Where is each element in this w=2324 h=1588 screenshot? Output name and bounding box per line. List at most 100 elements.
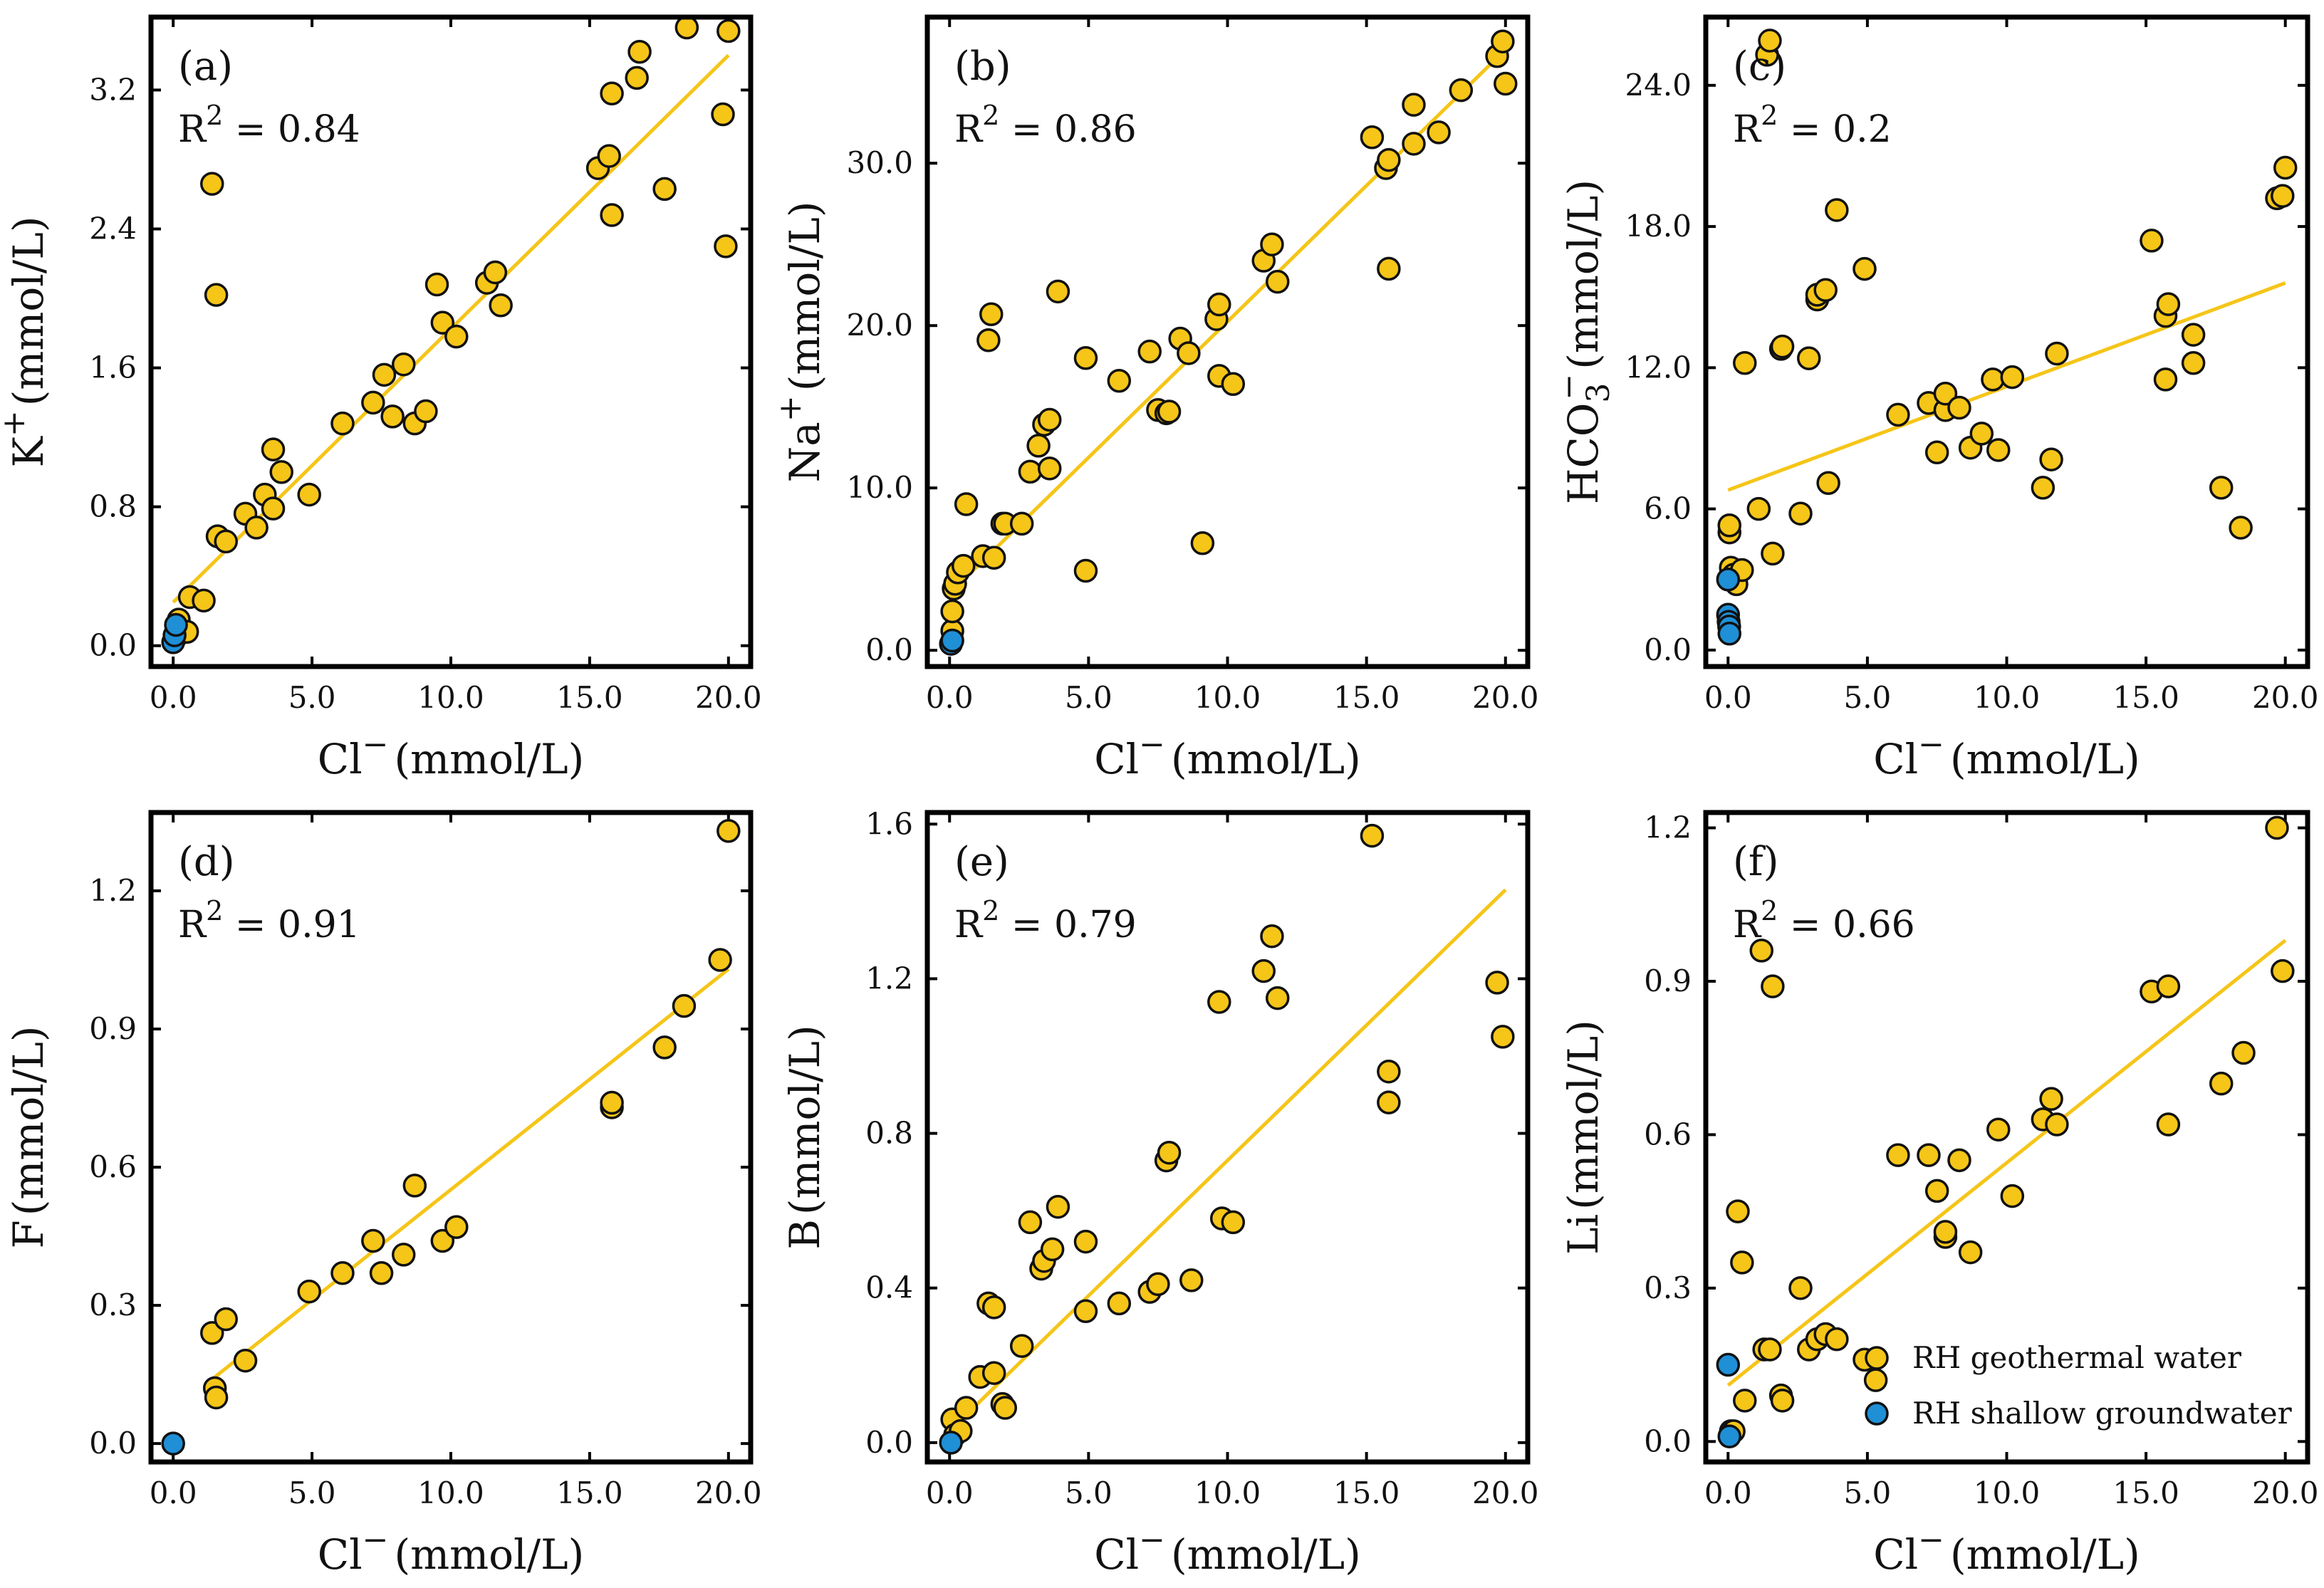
geothermal-point	[1190, 531, 1215, 555]
y-tick-label: 0.0	[1644, 1424, 1692, 1458]
y-tick-label: 0.0	[1644, 632, 1692, 667]
geothermal-point	[1796, 346, 1821, 370]
x-axis-label: Cl− (mmol/L)	[1094, 1522, 1361, 1579]
geothermal-point	[1947, 1148, 1971, 1173]
y-axis-label: B(mmol/L)	[781, 1025, 829, 1249]
geothermal-point	[1107, 368, 1132, 393]
geothermal-point	[1040, 1237, 1065, 1262]
y-tick-label: 2.4	[89, 211, 137, 246]
legend-marker	[1865, 1346, 1889, 1370]
legend: RH geothermal water RH shallow groundwate…	[1865, 1340, 2293, 1431]
geothermal-point	[2153, 367, 2178, 392]
x-tick-label: 10.0	[417, 680, 484, 715]
y-tick-label: 1.2	[89, 873, 137, 908]
geothermal-point	[1788, 1276, 1813, 1300]
y-axis-label: Na+(mmol/L)	[772, 202, 829, 483]
shallow-groundwater-point	[1717, 1424, 1742, 1448]
geothermal-point	[1221, 372, 1246, 397]
geothermal-point	[2273, 155, 2298, 180]
x-tick-label: 20.0	[1472, 1475, 1539, 1510]
geothermal-point	[1137, 339, 1162, 364]
panel-d: 0.0 5.0 10.0 15.0 20.0 0.0 0.3 0.6 0.9 1.2 (d) R2 =…	[4, 810, 762, 1579]
geothermal-point	[1816, 471, 1840, 496]
shallow-groundwater-point	[939, 1431, 963, 1455]
x-tick-label: 15.0	[2112, 680, 2179, 715]
geothermal-point	[708, 948, 732, 972]
x-axis-label: Cl− (mmol/L)	[1094, 726, 1361, 783]
geothermal-point	[1730, 1250, 1754, 1275]
x-tick-label: 20.0	[2252, 680, 2319, 715]
axes-frame	[1703, 810, 2310, 1465]
geothermal-point	[1761, 974, 1785, 998]
geothermal-point	[380, 404, 405, 429]
geothermal-point	[1770, 1389, 1795, 1413]
geothermal-point	[1825, 198, 1849, 222]
y-tick-label: 0.8	[89, 489, 137, 524]
geothermal-point	[1933, 381, 1958, 406]
r-squared-label: R2 = 0.2	[1733, 100, 1892, 151]
panel-e: 0.0 5.0 10.0 15.0 20.0 0.0 0.4 0.8 1.2 1.6 (e) R2 =…	[781, 806, 1539, 1579]
x-tick-label: 0.0	[150, 680, 197, 715]
geothermal-point	[1207, 990, 1231, 1014]
panel-f: 0.0 5.0 10.0 15.0 20.0 0.0 0.3 0.6 0.9 1.2 (f) R2 =…	[1559, 810, 2318, 1579]
y-tick-label: 0.0	[89, 628, 137, 663]
y-tick-label: 0.3	[89, 1287, 137, 1322]
x-tick-label: 10.0	[1974, 680, 2041, 715]
geothermal-point	[1266, 269, 1290, 294]
x-tick-label: 15.0	[1333, 1475, 1400, 1510]
geothermal-point	[372, 362, 397, 387]
y-tick-label: 1.2	[865, 961, 913, 996]
geothermal-point	[1924, 1179, 1949, 1203]
x-axis-label: Cl− (mmol/L)	[1873, 726, 2140, 783]
geothermal-point	[1009, 1334, 1034, 1358]
geothermal-point	[976, 328, 1001, 352]
x-tick-label: 15.0	[2112, 1475, 2179, 1510]
geothermal-point	[1360, 125, 1385, 150]
geothermal-point	[1260, 924, 1284, 949]
geothermal-point	[361, 1228, 385, 1253]
y-tick-label: 0.0	[89, 1426, 137, 1461]
geothermal-point	[2181, 350, 2206, 375]
r-squared-label: R2 = 0.84	[178, 100, 360, 151]
geothermal-point	[1107, 1291, 1132, 1316]
y-tick-label: 0.6	[89, 1149, 137, 1184]
x-tick-label: 10.0	[417, 1475, 484, 1510]
panel-label: (f)	[1733, 839, 1778, 885]
geothermal-point	[261, 437, 286, 461]
fit-line	[948, 888, 1507, 1433]
geothermal-point	[1009, 511, 1034, 536]
geothermal-point	[1986, 438, 2011, 462]
geothermal-point	[1073, 1229, 1098, 1254]
geothermal-point	[204, 1385, 229, 1410]
geothermal-point	[1917, 1143, 1941, 1167]
legend-marker	[1865, 1401, 1889, 1426]
panel-a: 0.0 5.0 10.0 15.0 20.0 0.0 0.8 1.6 2.4 3.2 (a) R2 =…	[0, 14, 762, 783]
geothermal-point	[714, 234, 738, 258]
x-tick-label: 10.0	[1974, 1475, 2041, 1510]
geothermal-point	[1986, 1117, 2011, 1142]
geothermal-point	[1749, 939, 1773, 963]
y-tick-label: 30.0	[846, 145, 913, 180]
geothermal-point	[1733, 1389, 1757, 1413]
geothermal-point	[979, 302, 1004, 326]
x-tick-label: 10.0	[1194, 1475, 1261, 1510]
y-tick-label: 0.0	[865, 1425, 913, 1460]
geothermal-point	[1717, 513, 1742, 538]
y-tick-label: 0.8	[865, 1116, 913, 1151]
r-squared-label: R2 = 0.86	[954, 100, 1137, 151]
panel-label: (d)	[178, 839, 235, 885]
geothermal-point	[1207, 292, 1231, 317]
y-tick-label: 0.9	[1644, 963, 1692, 998]
geothermal-point	[424, 272, 449, 297]
geothermal-point	[1073, 1299, 1098, 1324]
x-tick-label: 0.0	[1704, 680, 1752, 715]
geothermal-point	[981, 1361, 1006, 1385]
geothermal-point	[2156, 1112, 2181, 1137]
geothermal-point	[674, 15, 699, 40]
x-tick-label: 5.0	[288, 680, 336, 715]
geothermal-point	[1813, 278, 1838, 303]
geothermal-point	[200, 1321, 224, 1345]
geothermal-point	[1427, 120, 1451, 145]
geothermal-point	[1146, 1272, 1170, 1297]
